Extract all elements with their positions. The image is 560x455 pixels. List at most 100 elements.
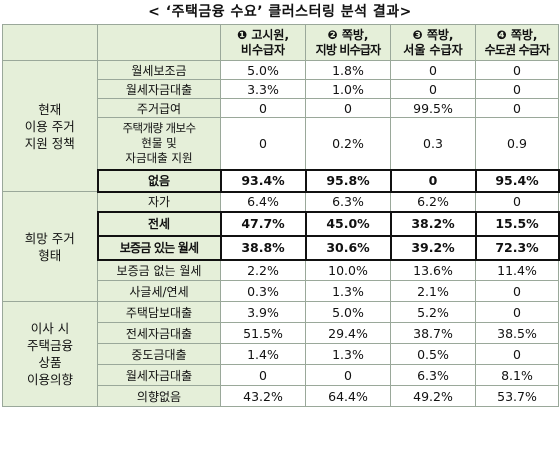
row-label: 주택담보대출 bbox=[97, 301, 221, 323]
cell-value: 0 bbox=[475, 79, 559, 99]
section-label-line: 형태 bbox=[38, 247, 62, 263]
table-row: 주거급여 0 0 99.5% 0 bbox=[3, 98, 559, 118]
cell-value: 47.7% bbox=[219, 210, 307, 237]
table-row: 사글세/연세 0.3% 1.3% 2.1% 0 bbox=[3, 280, 559, 302]
cell-value: 10.0% bbox=[305, 259, 391, 281]
cell-value: 2.2% bbox=[220, 259, 306, 281]
table-row: 전세 47.7% 45.0% 38.2% 15.5% bbox=[3, 210, 560, 237]
cell-value: 1.0% bbox=[305, 79, 391, 99]
section-label-line: 상품 bbox=[38, 355, 62, 370]
column-header-cluster-1: ❶ 고시원, 비수급자 bbox=[220, 24, 306, 61]
cell-value: 38.2% bbox=[389, 210, 477, 237]
cell-value: 1.3% bbox=[305, 280, 391, 302]
cell-value: 0.5% bbox=[390, 343, 476, 365]
row-label: 사글세/연세 bbox=[97, 280, 221, 302]
cell-value: 0 bbox=[305, 98, 391, 118]
cell-value: 29.4% bbox=[305, 322, 391, 344]
column-header-line: 비수급자 bbox=[240, 42, 286, 57]
cell-value: 30.6% bbox=[304, 234, 392, 261]
column-header-line: ❶ 고시원, bbox=[236, 27, 290, 42]
cell-value: 5.2% bbox=[390, 301, 476, 323]
section-label-line: 이용 주거 bbox=[24, 118, 75, 134]
cell-value: 6.4% bbox=[220, 191, 306, 212]
table-row: 희망 주거 형태 자가 6.4% 6.3% 6.2% 0 bbox=[2, 191, 559, 302]
cell-value: 0.3% bbox=[220, 280, 306, 302]
row-label: 월세보조금 bbox=[97, 60, 221, 80]
cell-value: 8.1% bbox=[475, 364, 559, 386]
cell-value: 0 bbox=[475, 343, 559, 365]
row-label: 의향없음 bbox=[97, 385, 221, 407]
cell-value: 39.2% bbox=[389, 234, 477, 261]
cell-value: 1.4% bbox=[220, 343, 306, 365]
table-row: 전세자금대출 51.5% 29.4% 38.7% 38.5% bbox=[3, 322, 559, 344]
cell-value: 2.1% bbox=[390, 280, 476, 302]
cell-value: 0.3 bbox=[390, 117, 476, 170]
section-label-line: 주택금융 bbox=[26, 338, 73, 353]
table-row: 월세자금대출 3.3% 1.0% 0 0 bbox=[3, 79, 559, 99]
cell-value: 5.0% bbox=[305, 301, 391, 323]
cell-value: 0 bbox=[305, 364, 391, 386]
header-category-cell bbox=[97, 24, 221, 61]
cell-value: 0 bbox=[390, 60, 476, 80]
row-label: 중도금대출 bbox=[97, 343, 221, 365]
cell-value: 0 bbox=[220, 364, 306, 386]
cell-value: 45.0% bbox=[304, 210, 392, 237]
cell-value: 1.8% bbox=[305, 60, 391, 80]
row-label: 주거급여 bbox=[97, 98, 221, 118]
cell-value: 0 bbox=[475, 280, 559, 302]
cell-value: 43.2% bbox=[220, 385, 306, 407]
cell-value: 0 bbox=[475, 98, 559, 118]
cell-value: 72.3% bbox=[474, 234, 560, 261]
cell-value: 93.4% bbox=[219, 168, 307, 193]
section-label-line: 이사 시 bbox=[30, 321, 70, 336]
cell-value: 13.6% bbox=[390, 259, 476, 281]
cell-value: 0 bbox=[475, 301, 559, 323]
row-label: 자가 bbox=[97, 191, 221, 212]
section-label-current-policy: 현재 이용 주거 지원 정책 bbox=[2, 60, 98, 192]
row-label-line: 자금대출 지원 bbox=[125, 150, 193, 165]
cell-value: 38.8% bbox=[219, 234, 307, 261]
cell-value: 11.4% bbox=[475, 259, 559, 281]
row-label: 보증금 없는 월세 bbox=[97, 259, 221, 281]
cell-value: 0 bbox=[220, 117, 306, 170]
row-label: 월세자금대출 bbox=[97, 364, 221, 386]
cell-value: 6.2% bbox=[390, 191, 476, 212]
table-row: 현재 이용 주거 지원 정책 월세보조금 5.0% 1.8% 0 0 bbox=[2, 60, 559, 192]
cell-value: 95.8% bbox=[304, 168, 392, 193]
table-row: 월세자금대출 0 0 6.3% 8.1% bbox=[3, 364, 559, 386]
section-label-line: 지원 정책 bbox=[24, 135, 75, 151]
table-row: 보증금 있는 월세 38.8% 30.6% 39.2% 72.3% bbox=[3, 234, 560, 261]
cell-value: 95.4% bbox=[474, 168, 560, 193]
section-label-line: 희망 주거 bbox=[24, 230, 75, 246]
table-row: 의향없음 43.2% 64.4% 49.2% 53.7% bbox=[3, 385, 559, 407]
cell-value: 53.7% bbox=[475, 385, 559, 407]
cell-value: 0.2% bbox=[305, 117, 391, 170]
cell-value: 15.5% bbox=[474, 210, 560, 237]
column-header-cluster-2: ❷ 쪽방, 지방 비수급자 bbox=[305, 24, 391, 61]
column-header-line: ❹ 쪽방, bbox=[496, 27, 538, 42]
cell-value: 0 bbox=[389, 168, 477, 193]
cell-value: 0 bbox=[220, 98, 306, 118]
row-label-line: 현물 및 bbox=[141, 135, 177, 150]
section-label-loan-intention: 이사 시 주택금융 상품 이용의향 bbox=[2, 301, 98, 407]
section-label-line: 현재 bbox=[38, 101, 62, 117]
cell-value: 3.9% bbox=[220, 301, 306, 323]
section-label-line: 이용의향 bbox=[26, 372, 73, 387]
cell-value: 1.3% bbox=[305, 343, 391, 365]
cell-value: 6.3% bbox=[390, 364, 476, 386]
header-corner-cell bbox=[2, 24, 98, 61]
cell-value: 0 bbox=[475, 60, 559, 80]
column-header-line: 수도권 수급자 bbox=[484, 42, 551, 57]
cell-value: 38.5% bbox=[475, 322, 559, 344]
row-label: 주택개량 개보수 현물 및 자금대출 지원 bbox=[97, 117, 221, 170]
cell-value: 3.3% bbox=[220, 79, 306, 99]
table-title: < ‘주택금융 수요’ 클러스터링 분석 결과> bbox=[148, 4, 412, 20]
cell-value: 0.9 bbox=[475, 117, 559, 170]
row-label: 전세자금대출 bbox=[97, 322, 221, 344]
table-row: 주택개량 개보수 현물 및 자금대출 지원 0 0.2% 0.3 0.9 bbox=[3, 117, 559, 170]
row-label: 전세 bbox=[96, 210, 222, 237]
cell-value: 38.7% bbox=[390, 322, 476, 344]
cell-value: 0 bbox=[390, 79, 476, 99]
column-header-line: ❸ 쪽방, bbox=[412, 27, 454, 42]
column-header-cluster-3: ❸ 쪽방, 서울 수급자 bbox=[390, 24, 476, 61]
